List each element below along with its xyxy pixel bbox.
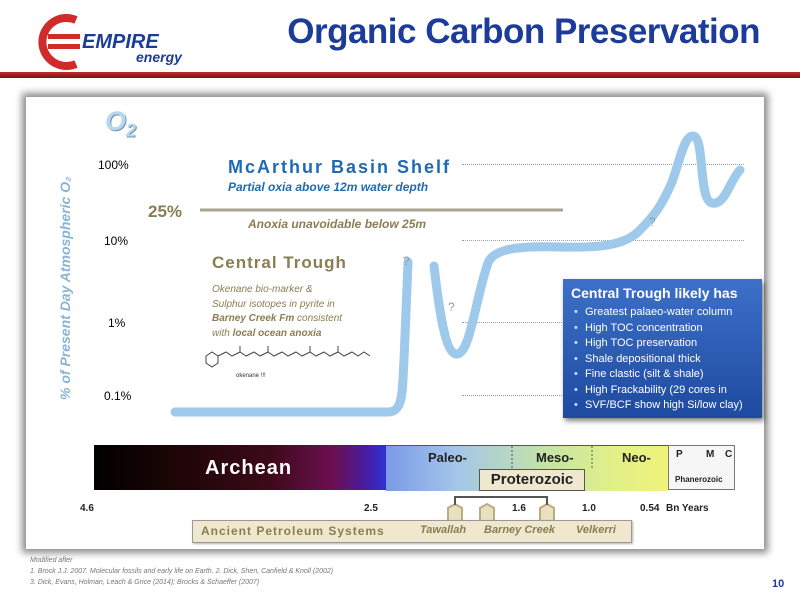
era-neo: Neo- <box>622 450 651 465</box>
logo-name: EMPIRE <box>82 31 159 53</box>
callout-item: High Frackability (29 cores in <box>574 383 762 399</box>
question-mark-1: ? <box>403 254 410 268</box>
callout-item: Shale depositional thick <box>574 352 762 368</box>
question-mark-2: ? <box>448 300 455 314</box>
page-title: Organic Carbon Preservation <box>287 12 760 51</box>
y-tick-1: 1% <box>108 316 126 330</box>
ps-tawallah: Tawallah <box>420 524 467 536</box>
references: Modified after 1. Brock J.J. 2007. Molec… <box>30 555 333 588</box>
okenane-line4-pre: with <box>212 327 233 339</box>
callout-title: Central Trough likely has <box>571 285 738 301</box>
petroleum-systems-title: Ancient Petroleum Systems <box>201 524 385 538</box>
ps-barney-creek: Barney Creek <box>484 524 555 536</box>
pct-25-label: 25% <box>148 202 183 221</box>
empire-energy-logo: EMPIRE energy <box>38 12 188 72</box>
period-c: C <box>725 449 733 460</box>
okenane-text: Okenane bio-marker & Sulphur isotopes in… <box>212 283 387 341</box>
okenane-molecule-icon <box>205 346 371 368</box>
tick-2-5: 2.5 <box>364 503 378 514</box>
okenane-line4-bold: local ocean anoxia <box>232 327 322 339</box>
o2-main: O <box>105 106 127 136</box>
callout-item: Fine clastic (silt & shale) <box>574 367 762 383</box>
logo-e-icon: EMPIRE energy <box>38 14 183 70</box>
okenane-line3-rest: consistent <box>294 313 343 324</box>
tick-1-6: 1.6 <box>512 503 526 514</box>
archean-bar <box>94 445 386 490</box>
mcarthur-title: McArthur Basin Shelf <box>228 157 452 177</box>
phanerozoic-box <box>668 445 735 490</box>
proterozoic-label: Proterozoic <box>479 469 585 491</box>
callout-item-cont: SVF/BCF show high Si/low clay) <box>574 398 762 414</box>
archean-label: Archean <box>205 457 293 479</box>
period-p: P <box>676 449 683 460</box>
era-paleo: Paleo- <box>428 450 468 465</box>
ref-line2: 3. Dick, Evans, Holman, Leach & Grice (2… <box>30 579 260 586</box>
bracket-line <box>454 496 548 505</box>
title-divider <box>0 72 800 78</box>
callout-list: Greatest palaeo-water column High TOC co… <box>563 305 762 414</box>
mcarthur-subtitle: Partial oxia above 12m water depth <box>228 180 429 194</box>
okenane-line3: Barney Creek Fm consistent <box>212 312 387 327</box>
bracket-arrows <box>447 502 555 520</box>
anoxia-label: Anoxia unavoidable below 25m <box>248 217 427 231</box>
era-dividers <box>511 446 593 470</box>
okenane-line4: with local ocean anoxia <box>212 327 387 342</box>
ps-velkerri: Velkerri <box>576 524 616 536</box>
tick-4-6: 4.6 <box>80 503 94 514</box>
y-tick-10: 10% <box>104 234 129 248</box>
question-mark-3: ? <box>649 215 656 229</box>
y-tick-01: 0.1% <box>104 389 132 403</box>
tick-1-0: 1.0 <box>582 503 596 514</box>
petroleum-systems-box <box>192 520 632 543</box>
ref-line1: 1. Brock J.J. 2007. Molecular fossils an… <box>30 568 334 575</box>
callout-item: High TOC preservation <box>574 336 762 352</box>
gridline-100 <box>462 164 744 165</box>
page-number: 10 <box>772 578 785 590</box>
molecule-label: okenane !!! <box>236 373 266 379</box>
okenane-line1: Okenane bio-marker & <box>212 284 313 295</box>
okenane-line3-bold: Barney Creek Fm <box>212 313 295 324</box>
oxygen-curve <box>170 257 413 417</box>
period-m: M <box>706 449 715 460</box>
central-trough-title: Central Trough <box>212 253 347 272</box>
ref-line0: Modified after <box>30 557 73 564</box>
callout-item: Greatest palaeo-water column <box>574 305 762 321</box>
tick-units: Bn Years <box>666 503 709 514</box>
y-tick-100: 100% <box>98 158 129 172</box>
tick-0-54: 0.54 <box>640 503 660 514</box>
gridline-10 <box>462 240 744 241</box>
o2-label: O2 <box>105 106 136 141</box>
logo-sub: energy <box>136 49 183 65</box>
phanerozoic-label: Phanerozoic <box>675 475 723 484</box>
central-trough-callout: Central Trough likely has Greatest palae… <box>563 279 762 418</box>
okenane-line2: Sulphur isotopes in pyrite in <box>212 298 335 310</box>
callout-item: High TOC concentration <box>574 321 762 337</box>
oxygen-curve-late <box>429 131 745 359</box>
o2-sub: 2 <box>126 120 137 141</box>
era-meso: Meso- <box>536 450 574 465</box>
